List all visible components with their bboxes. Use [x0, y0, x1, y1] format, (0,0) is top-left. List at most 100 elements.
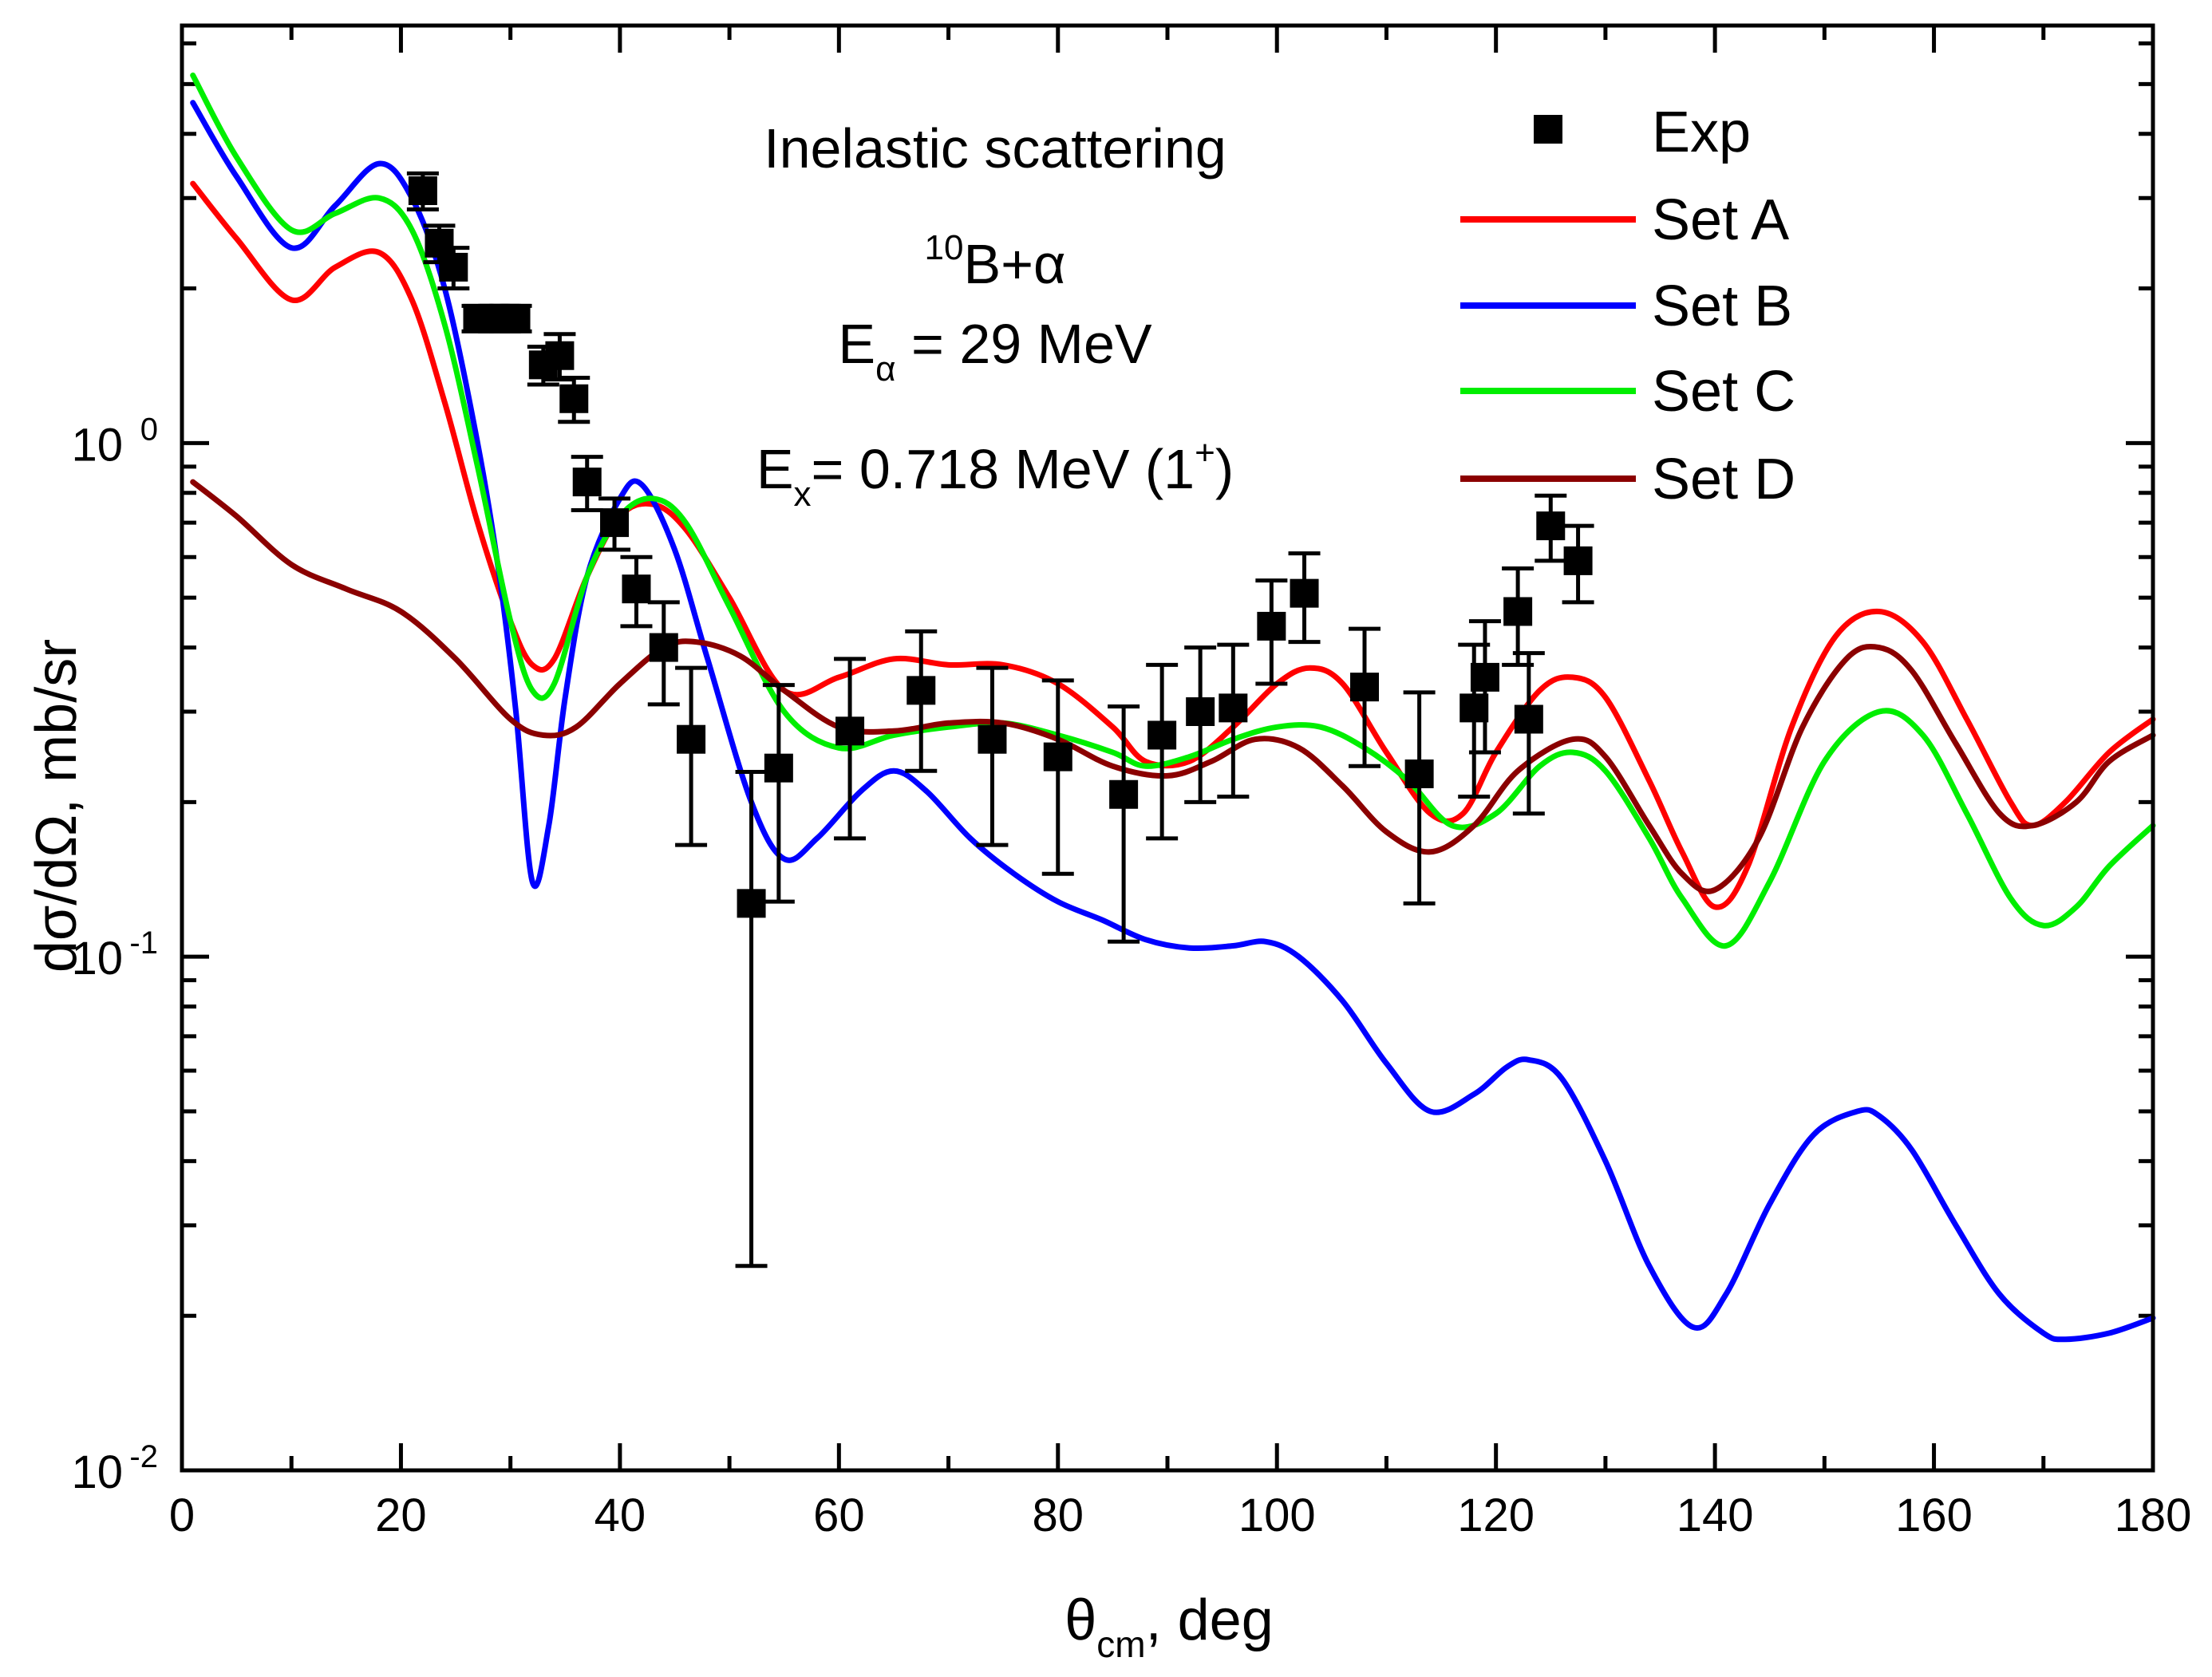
exp-point [1562, 523, 1594, 605]
x-tick-label: 0 [169, 1490, 195, 1541]
x-tick-label: 60 [813, 1490, 865, 1541]
exp-point [1512, 651, 1545, 816]
y-tick-label-base: 10 [71, 419, 123, 471]
exp-point [1184, 645, 1217, 804]
exp-point [1403, 690, 1436, 906]
exp-marker [835, 716, 865, 746]
exp-point [647, 600, 680, 707]
annotation-beam-energy-rest: = 29 MeV [896, 313, 1152, 375]
y-tick-label: 10 [71, 933, 123, 984]
x-tick-label: 180 [2115, 1490, 2192, 1541]
exp-point [1349, 626, 1381, 768]
exp-marker [649, 633, 678, 662]
exp-point [905, 629, 938, 773]
legend-item-set-d: Set D [1460, 448, 1795, 511]
legend-marker-icon [1534, 115, 1562, 144]
y-tick-label: 10 [71, 1446, 123, 1498]
exp-marker [1470, 662, 1499, 692]
exp-point [406, 171, 439, 212]
exp-marker [622, 574, 651, 604]
x-tick-label: 80 [1033, 1490, 1084, 1541]
exp-marker [1563, 546, 1593, 575]
legend-label: Set C [1652, 360, 1795, 424]
exp-point [762, 683, 795, 904]
exp-point [1468, 619, 1501, 755]
exp-point [558, 376, 591, 424]
exp-marker [1147, 720, 1177, 750]
plot-frame [180, 23, 2155, 1473]
exp-marker [1350, 673, 1379, 702]
exp-marker [572, 468, 602, 497]
annotation-beam-energy: Eα = 29 MeV [838, 313, 1151, 389]
annotation-excitation-main: E [756, 438, 794, 500]
experimental-points [406, 171, 1594, 1269]
exp-marker [1043, 742, 1072, 771]
exp-marker [559, 384, 589, 413]
exp-marker [425, 228, 454, 258]
exp-marker [1536, 511, 1566, 541]
annotation-block: Inelastic scattering 10B+α Eα = 29 MeV E… [756, 117, 1234, 514]
legend-label: Set D [1652, 448, 1795, 511]
legend-label: Set A [1652, 188, 1789, 252]
exp-marker [1186, 697, 1215, 727]
y-tick-label: 10 [71, 419, 123, 471]
series-set-d-line [190, 479, 2156, 894]
legend-item-set-c: Set C [1460, 360, 1795, 424]
legend-label: Exp [1652, 101, 1751, 164]
exp-marker [1257, 611, 1286, 641]
x-axis-label-main: θ [1065, 1588, 1096, 1652]
exp-point [1255, 578, 1288, 686]
exp-point [1146, 662, 1179, 841]
exp-marker [907, 676, 936, 705]
exp-point [423, 223, 456, 265]
exp-point [675, 665, 708, 847]
y-tick-label-exponent: -2 [129, 1439, 158, 1474]
legend: Exp Set A Set B Set C Set D [1460, 101, 1795, 511]
annotation-reaction-main: B+α [963, 233, 1065, 295]
exp-point [735, 770, 768, 1269]
exp-marker [408, 176, 437, 206]
exp-point [1041, 678, 1074, 876]
exp-marker [501, 303, 531, 333]
legend-label: Set B [1652, 274, 1792, 338]
exp-point [620, 554, 653, 629]
y-tick-label-exponent: 0 [140, 412, 158, 447]
x-tick-label: 100 [1238, 1490, 1316, 1541]
annotation-beam-energy-sub: α [875, 349, 895, 389]
model-curves [190, 72, 2156, 1343]
annotation-excitation-energy: Ex= 0.718 MeV (1+) [756, 433, 1234, 514]
x-tick-label: 160 [1895, 1490, 1973, 1541]
x-tick-label: 40 [594, 1490, 646, 1541]
exp-marker [1514, 704, 1543, 734]
x-axis-label-sub: cm [1096, 1624, 1145, 1665]
exp-marker [545, 341, 575, 370]
exp-marker [600, 508, 630, 538]
exp-point [1108, 704, 1140, 944]
annotation-title: Inelastic scattering [764, 117, 1226, 180]
exp-marker [439, 252, 468, 282]
series-set-c-line [190, 72, 2156, 949]
annotation-beam-energy-main: E [838, 313, 875, 375]
annotation-reaction: 10B+α [925, 228, 1066, 295]
exp-marker [764, 753, 793, 783]
x-tick-label: 140 [1677, 1490, 1754, 1541]
exp-marker [737, 889, 766, 918]
annotation-excitation-sup: + [1195, 433, 1215, 472]
y-tick-label-base: 10 [71, 1446, 123, 1498]
legend-item-exp: Exp [1534, 101, 1751, 164]
exp-marker [1404, 759, 1434, 788]
exp-point [1217, 642, 1250, 799]
exp-marker [978, 724, 1007, 754]
annotation-excitation-sub: x [794, 475, 812, 514]
exp-point [834, 657, 867, 841]
exp-point [598, 496, 631, 552]
exp-point [1502, 566, 1535, 667]
exp-marker [1219, 693, 1248, 723]
exp-point [437, 246, 470, 291]
legend-item-set-a: Set A [1460, 188, 1789, 252]
x-axis-label-rest: , deg [1146, 1588, 1274, 1652]
x-axis-label: θcm, deg [1065, 1588, 1274, 1665]
exp-point [976, 665, 1009, 847]
